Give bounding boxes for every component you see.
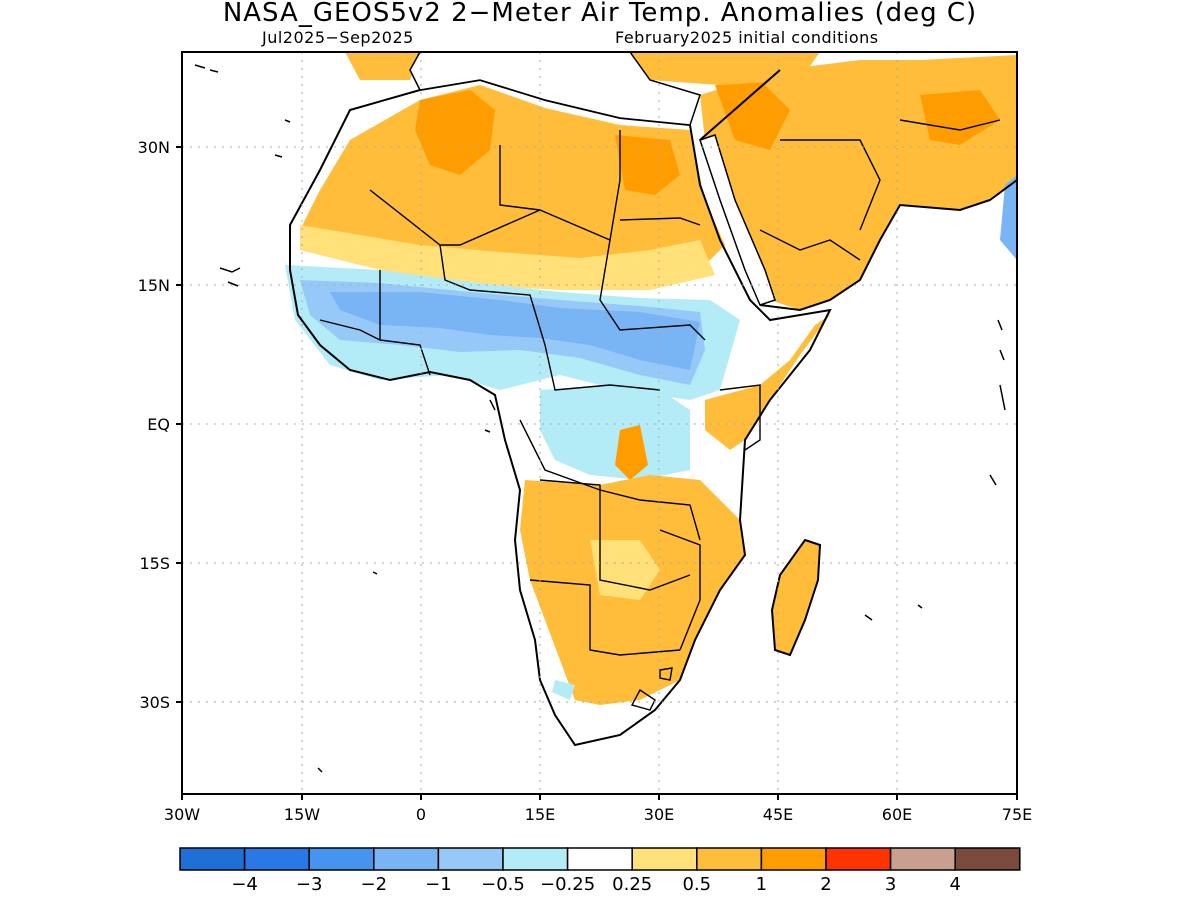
anomaly-levant-strong <box>715 80 790 150</box>
madagascar <box>770 538 822 657</box>
colorbar-label: −2 <box>361 874 388 895</box>
colorbar-label: −0.5 <box>481 874 525 895</box>
anomaly-south-coast-cool <box>552 680 575 700</box>
colorbar-label: 1 <box>756 874 767 895</box>
colorbar-swatch <box>954 847 1021 871</box>
colorbar-swatch <box>889 847 956 871</box>
anomaly-sahara-warm <box>300 85 725 275</box>
africa-coastline <box>289 78 832 747</box>
colorbar-swatch <box>437 847 504 871</box>
colorbar-swatch <box>631 847 698 871</box>
lon-label-45e: 45E <box>763 805 793 824</box>
colorbar-swatch <box>243 847 310 871</box>
anomaly-congo-warm <box>615 425 648 480</box>
islands <box>194 64 1006 773</box>
lat-axis: 30N 15N EQ 15S 30S <box>138 138 182 712</box>
colorbar-swatch <box>179 847 246 871</box>
colorbar-label: 2 <box>820 874 831 895</box>
anomaly-congo-cool <box>540 385 690 480</box>
anomaly-libya-strong <box>615 135 680 195</box>
colorbar-label: 3 <box>885 874 896 895</box>
arabia-coastline <box>699 69 1017 312</box>
lon-label-30w: 30W <box>164 805 200 824</box>
anomaly-horn-warm <box>705 315 830 450</box>
graticule <box>182 52 1017 794</box>
country-borders <box>319 119 1001 711</box>
lat-label-30s: 30S <box>139 693 170 712</box>
anomaly-iran-strong <box>920 90 1000 145</box>
lon-axis: 30W 15W 0 15E 30E 45E 60E 75E <box>164 794 1032 824</box>
lon-label-15e: 15E <box>525 805 555 824</box>
colorbar-swatch <box>825 847 892 871</box>
forecast-period: Jul2025−Sep2025 <box>262 28 414 47</box>
lat-label-15s: 15S <box>139 554 170 573</box>
colorbar-swatch <box>373 847 440 871</box>
colorbar-swatch <box>308 847 375 871</box>
colorbar-swatch <box>760 847 827 871</box>
colorbar: −4 −3 −2 −1 −0.5 −0.25 0.25 0.5 1 2 3 4 <box>179 847 1021 895</box>
colorbar-label: −3 <box>296 874 323 895</box>
lat-label-30n: 30N <box>138 138 170 157</box>
map-title: NASA_GEOS5v2 2−Meter Air Temp. Anomalies… <box>222 0 978 28</box>
lat-label-eq: EQ <box>147 415 170 434</box>
anomaly-india-cool <box>1000 175 1017 260</box>
map-content <box>194 52 1017 773</box>
colorbar-label: 0.5 <box>682 874 711 895</box>
colorbar-label: −0.25 <box>540 874 595 895</box>
lon-label-75e: 75E <box>1002 805 1032 824</box>
initial-conditions-label: February2025 initial conditions <box>615 28 879 47</box>
anomaly-algeria-strong <box>415 90 495 175</box>
colorbar-label: −4 <box>231 874 258 895</box>
anomaly-southern-patch <box>590 540 660 600</box>
colorbar-swatch <box>566 847 633 871</box>
colorbar-label: −1 <box>425 874 452 895</box>
colorbar-swatch <box>502 847 569 871</box>
colorbar-label: 4 <box>949 874 960 895</box>
colorbar-swatch <box>696 847 763 871</box>
lon-label-60e: 60E <box>882 805 912 824</box>
lon-label-15w: 15W <box>284 805 320 824</box>
colorbar-label: 0.25 <box>612 874 652 895</box>
lon-label-30e: 30E <box>644 805 674 824</box>
mediterranean-sea <box>409 52 701 126</box>
anomaly-europe-warm <box>345 52 820 85</box>
lat-label-15n: 15N <box>138 276 170 295</box>
red-sea <box>699 134 776 306</box>
lon-label-0: 0 <box>416 805 426 824</box>
